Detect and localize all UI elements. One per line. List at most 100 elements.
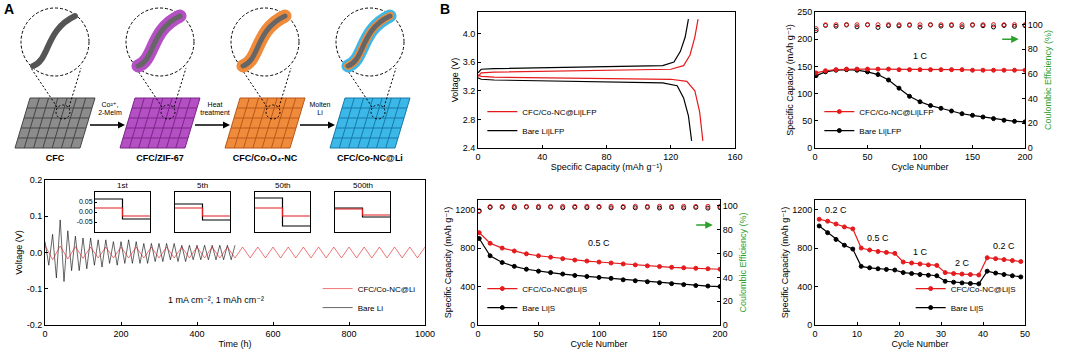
svg-text:Specific Capacity (mAh g⁻¹): Specific Capacity (mAh g⁻¹) — [780, 207, 790, 318]
svg-text:3.2: 3.2 — [463, 86, 476, 96]
svg-text:200: 200 — [712, 329, 727, 339]
svg-text:1200: 1200 — [455, 205, 475, 215]
svg-text:0: 0 — [812, 152, 817, 162]
svg-text:50th: 50th — [275, 181, 291, 190]
svg-text:Li: Li — [317, 109, 323, 116]
svg-text:100: 100 — [723, 201, 738, 211]
svg-text:200: 200 — [113, 329, 128, 339]
svg-text:0: 0 — [723, 320, 728, 330]
svg-text:0: 0 — [475, 152, 480, 162]
svg-text:250: 250 — [797, 7, 812, 17]
svg-text:Specific Capacity (mAh g⁻¹): Specific Capacity (mAh g⁻¹) — [443, 207, 453, 318]
svg-text:Cycle Number: Cycle Number — [891, 162, 948, 172]
svg-text:50: 50 — [802, 116, 812, 126]
svg-text:0.2: 0.2 — [30, 175, 43, 185]
svg-text:Bare Li|S: Bare Li|S — [522, 304, 555, 313]
svg-text:Bare Li|LFP: Bare Li|LFP — [522, 127, 564, 136]
svg-text:100: 100 — [591, 329, 606, 339]
svg-text:0.0: 0.0 — [30, 248, 43, 258]
svg-text:1 C: 1 C — [913, 247, 928, 257]
svg-text:100: 100 — [912, 152, 927, 162]
svg-text:20: 20 — [1028, 118, 1038, 128]
svg-text:3.6: 3.6 — [463, 57, 476, 67]
svg-text:-0.1: -0.1 — [27, 284, 43, 294]
svg-text:800: 800 — [797, 243, 812, 253]
svg-text:80: 80 — [1028, 44, 1038, 54]
svg-text:0: 0 — [807, 320, 812, 330]
svg-text:A: A — [4, 1, 14, 17]
svg-text:Specific Capacity (mAh g⁻¹): Specific Capacity (mAh g⁻¹) — [551, 162, 662, 172]
svg-text:0.2 C: 0.2 C — [993, 241, 1015, 251]
svg-text:CFC/ZIF-67: CFC/ZIF-67 — [136, 153, 184, 163]
svg-text:2.4: 2.4 — [463, 143, 476, 153]
svg-text:Bare Li|LFP: Bare Li|LFP — [859, 127, 901, 136]
svg-text:0: 0 — [42, 329, 47, 339]
svg-text:5th: 5th — [197, 181, 208, 190]
svg-text:400: 400 — [797, 282, 812, 292]
svg-text:1000: 1000 — [415, 329, 435, 339]
svg-text:150: 150 — [797, 62, 812, 72]
svg-text:-0.2: -0.2 — [27, 320, 43, 330]
svg-text:0: 0 — [1028, 143, 1033, 153]
svg-text:20: 20 — [894, 329, 904, 339]
svg-text:60: 60 — [1028, 69, 1038, 79]
svg-text:CFC/Co-NC@Li|LFP: CFC/Co-NC@Li|LFP — [522, 108, 596, 117]
svg-text:treatment: treatment — [200, 109, 230, 116]
svg-text:60: 60 — [723, 249, 733, 259]
svg-text:0.1: 0.1 — [30, 211, 43, 221]
svg-text:600: 600 — [265, 329, 280, 339]
svg-text:Coulombic Efficiency (%): Coulombic Efficiency (%) — [1043, 30, 1053, 130]
svg-text:-0.05: -0.05 — [77, 218, 93, 225]
svg-text:Co²⁺,: Co²⁺, — [102, 101, 119, 108]
svg-text:40: 40 — [537, 152, 547, 162]
svg-text:40: 40 — [978, 329, 988, 339]
svg-text:0: 0 — [812, 329, 817, 339]
svg-text:150: 150 — [652, 329, 667, 339]
svg-text:0.05: 0.05 — [79, 198, 93, 205]
svg-text:120: 120 — [663, 152, 678, 162]
svg-text:Molten: Molten — [309, 101, 330, 108]
svg-text:0: 0 — [475, 329, 480, 339]
svg-text:0.5 C: 0.5 C — [588, 238, 610, 248]
svg-text:10: 10 — [852, 329, 862, 339]
svg-text:2-MeIm: 2-MeIm — [98, 109, 122, 116]
svg-text:150: 150 — [965, 152, 980, 162]
svg-text:CFC/Co-NC@Li|S: CFC/Co-NC@Li|S — [951, 285, 1016, 294]
svg-text:Specific Capacity (mAh g⁻¹): Specific Capacity (mAh g⁻¹) — [785, 24, 795, 135]
svg-text:0.2 C: 0.2 C — [825, 205, 847, 215]
svg-text:400: 400 — [460, 282, 475, 292]
svg-text:Cycle Number: Cycle Number — [891, 339, 948, 349]
svg-text:Bare Li: Bare Li — [358, 304, 384, 313]
svg-text:CFC/Co-NC@Li|S: CFC/Co-NC@Li|S — [522, 285, 587, 294]
svg-text:500th: 500th — [353, 181, 373, 190]
svg-text:1 C: 1 C — [913, 51, 928, 61]
svg-text:Cycle Number: Cycle Number — [570, 339, 627, 349]
svg-text:2.8: 2.8 — [463, 115, 476, 125]
svg-text:0: 0 — [807, 143, 812, 153]
svg-text:CFC/Co-NC@Li: CFC/Co-NC@Li — [337, 153, 403, 163]
svg-text:40: 40 — [1028, 94, 1038, 104]
svg-text:40: 40 — [723, 273, 733, 283]
svg-text:50: 50 — [1020, 329, 1030, 339]
svg-text:160: 160 — [727, 152, 742, 162]
svg-text:50: 50 — [862, 152, 872, 162]
svg-text:B: B — [440, 1, 450, 17]
svg-text:0.5 C: 0.5 C — [867, 233, 889, 243]
svg-text:CFC/Co₃O₄-NC: CFC/Co₃O₄-NC — [233, 153, 298, 163]
svg-text:Coulombic Efficiency (%): Coulombic Efficiency (%) — [738, 213, 748, 313]
svg-text:200: 200 — [1017, 152, 1032, 162]
svg-text:80: 80 — [723, 225, 733, 235]
svg-text:100: 100 — [1028, 20, 1043, 30]
svg-text:Time (h): Time (h) — [218, 339, 251, 349]
svg-text:2 C: 2 C — [955, 258, 970, 268]
svg-text:50: 50 — [533, 329, 543, 339]
svg-text:CFC: CFC — [46, 153, 65, 163]
svg-text:800: 800 — [460, 243, 475, 253]
svg-text:30: 30 — [936, 329, 946, 339]
svg-text:Bare Li|S: Bare Li|S — [951, 304, 984, 313]
svg-text:400: 400 — [189, 329, 204, 339]
svg-text:200: 200 — [797, 34, 812, 44]
svg-text:0: 0 — [470, 320, 475, 330]
svg-text:Heat: Heat — [208, 101, 223, 108]
svg-text:20: 20 — [723, 296, 733, 306]
